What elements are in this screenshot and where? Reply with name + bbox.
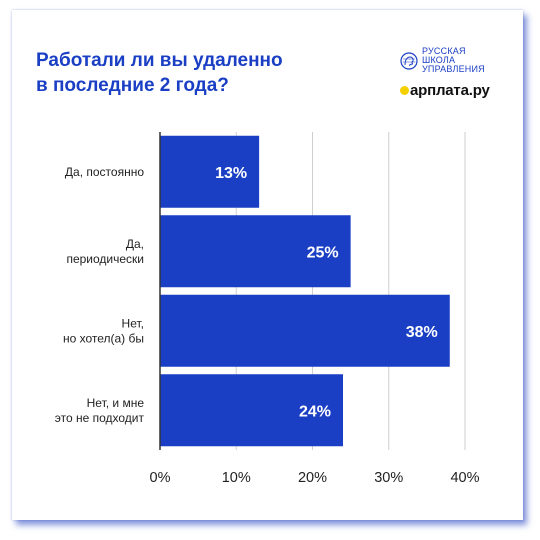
globe-head-icon [400, 51, 418, 70]
x-tick-label: 40% [450, 470, 479, 486]
category-label: Да, [126, 237, 144, 251]
zarplata-dot-icon [400, 85, 409, 95]
x-tick-label: 30% [374, 470, 403, 486]
bar [160, 294, 450, 367]
category-label: Да, постоянно [65, 165, 144, 179]
bar [160, 215, 351, 288]
rshu-line-3: УПРАВЛЕНИЯ [422, 64, 485, 74]
category-label: это не подходит [55, 411, 145, 425]
title-line-2: в последние 2 года? [36, 75, 229, 96]
data-label: 24% [299, 403, 331, 420]
zarplata-logo: арплата.ру [400, 82, 490, 99]
chart-title: Работали ли вы удаленно в последние 2 го… [36, 48, 336, 98]
data-label: 38% [406, 324, 438, 341]
rshu-line-1: РУССКАЯ [422, 46, 466, 56]
data-label: 25% [307, 244, 339, 261]
category-label: но хотел(а) бы [63, 331, 144, 345]
category-label: Нет, [122, 316, 144, 330]
bar [160, 374, 343, 447]
title-line-1: Работали ли вы удаленно [36, 50, 283, 71]
x-tick-label: 0% [150, 470, 171, 486]
category-label: периодически [66, 252, 144, 266]
bar [160, 135, 260, 208]
rshu-logo: РУССКАЯ ШКОЛА УПРАВЛЕНИЯ [400, 47, 485, 74]
zarplata-wordmark: арплата.ру [410, 82, 490, 99]
data-label: 13% [215, 165, 247, 182]
x-tick-label: 20% [298, 470, 327, 486]
rshu-line-2: ШКОЛА [422, 55, 456, 65]
category-label: Нет, и мне [87, 396, 145, 410]
x-tick-label: 10% [222, 470, 251, 486]
